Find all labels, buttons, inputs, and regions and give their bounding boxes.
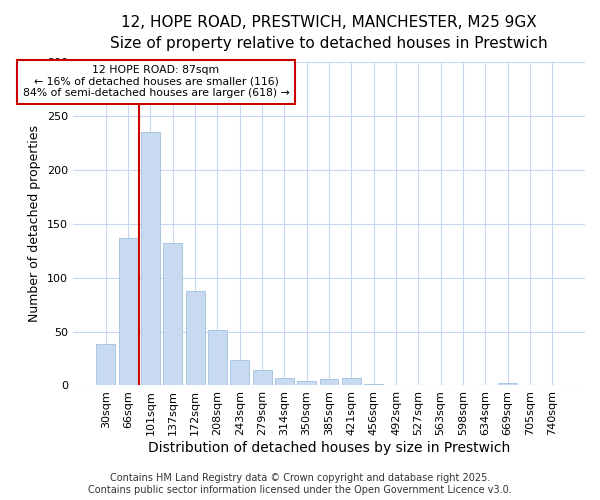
Bar: [320, 379, 338, 386]
Bar: [498, 384, 517, 386]
Bar: [275, 378, 294, 386]
X-axis label: Distribution of detached houses by size in Prestwich: Distribution of detached houses by size …: [148, 441, 510, 455]
Bar: [141, 132, 160, 386]
Y-axis label: Number of detached properties: Number of detached properties: [28, 125, 41, 322]
Text: Contains HM Land Registry data © Crown copyright and database right 2025.
Contai: Contains HM Land Registry data © Crown c…: [88, 474, 512, 495]
Title: 12, HOPE ROAD, PRESTWICH, MANCHESTER, M25 9GX
Size of property relative to detac: 12, HOPE ROAD, PRESTWICH, MANCHESTER, M2…: [110, 15, 548, 51]
Bar: [96, 344, 115, 386]
Bar: [163, 243, 182, 386]
Bar: [208, 330, 227, 386]
Bar: [230, 360, 249, 386]
Bar: [342, 378, 361, 386]
Bar: [185, 290, 205, 386]
Text: 12 HOPE ROAD: 87sqm
← 16% of detached houses are smaller (116)
84% of semi-detac: 12 HOPE ROAD: 87sqm ← 16% of detached ho…: [23, 65, 289, 98]
Bar: [364, 384, 383, 386]
Bar: [253, 370, 272, 386]
Bar: [119, 238, 137, 386]
Bar: [297, 381, 316, 386]
